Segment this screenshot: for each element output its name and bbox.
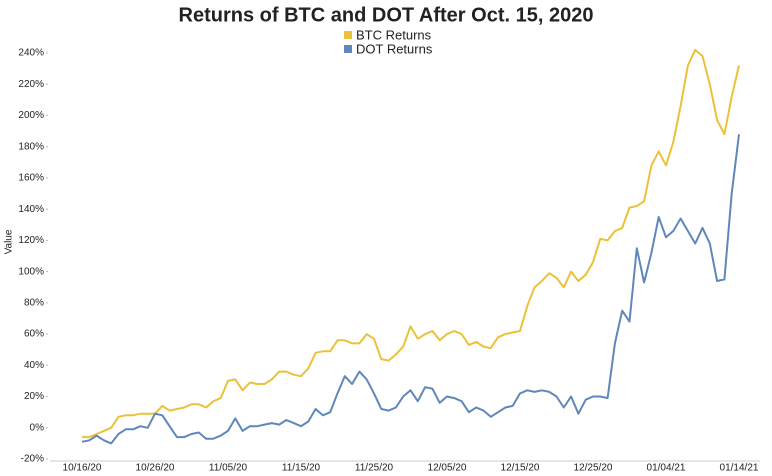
y-tick-label: 140% bbox=[18, 204, 44, 215]
legend-swatch bbox=[344, 31, 352, 39]
y-tick-label: 200% bbox=[18, 110, 44, 121]
y-tick-label: 220% bbox=[18, 79, 44, 90]
y-tick-label: 160% bbox=[18, 173, 44, 184]
y-tick-label: 20% bbox=[24, 391, 44, 402]
legend-label: BTC Returns bbox=[356, 27, 432, 42]
y-tick-label: 0% bbox=[30, 422, 45, 433]
y-axis-label: Value bbox=[4, 229, 15, 254]
legend-label: DOT Returns bbox=[356, 41, 433, 56]
x-tick-label: 10/26/20 bbox=[136, 463, 175, 474]
y-tick-label: -20% bbox=[21, 454, 44, 465]
series-line bbox=[81, 134, 740, 445]
legend-swatch bbox=[344, 45, 352, 53]
x-tick-label: 01/04/21 bbox=[647, 463, 686, 474]
y-tick-label: 100% bbox=[18, 266, 44, 277]
x-tick-label: 01/14/21 bbox=[720, 463, 759, 474]
x-tick-label: 12/25/20 bbox=[574, 463, 613, 474]
x-tick-label: 12/05/20 bbox=[428, 463, 467, 474]
y-tick-label: 60% bbox=[24, 329, 44, 340]
x-tick-label: 11/25/20 bbox=[355, 463, 394, 474]
chart-title: Returns of BTC and DOT After Oct. 15, 20… bbox=[179, 4, 594, 26]
y-tick-label: 40% bbox=[24, 360, 44, 371]
x-tick-label: 11/15/20 bbox=[282, 463, 321, 474]
y-tick-label: 240% bbox=[18, 48, 44, 59]
y-tick-label: 180% bbox=[18, 141, 44, 152]
y-tick-label: 80% bbox=[24, 297, 44, 308]
x-tick-label: 12/15/20 bbox=[501, 463, 540, 474]
x-tick-label: 10/16/20 bbox=[63, 463, 102, 474]
series-line bbox=[82, 48, 740, 439]
x-tick-label: 11/05/20 bbox=[209, 463, 248, 474]
y-tick-label: 120% bbox=[18, 235, 44, 246]
